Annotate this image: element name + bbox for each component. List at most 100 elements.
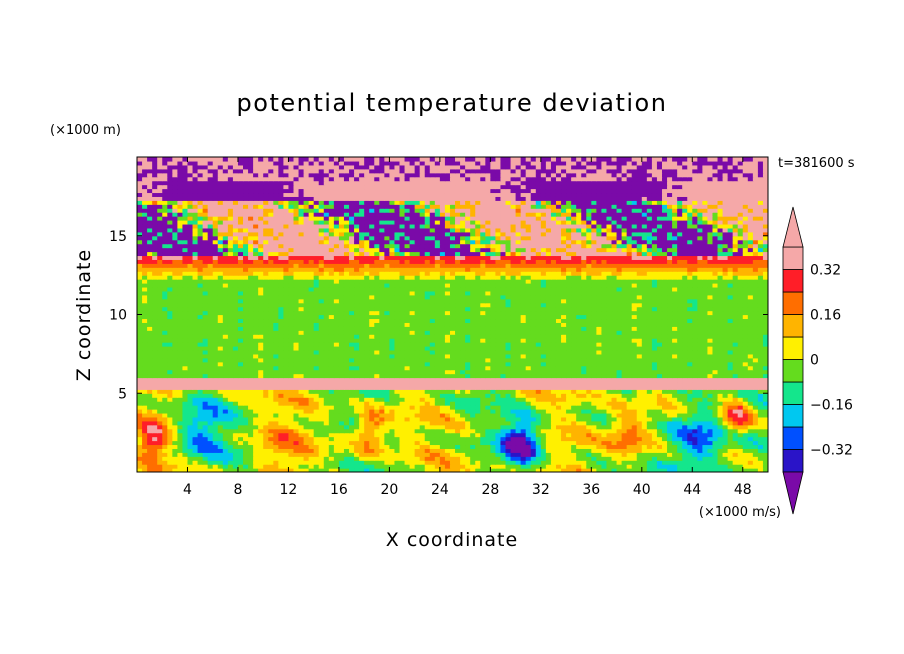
heatmap-cell — [172, 342, 178, 347]
heatmap-cell — [485, 389, 491, 394]
heatmap-cell — [288, 409, 295, 414]
heatmap-cell — [404, 464, 411, 469]
heatmap-cell — [434, 326, 441, 331]
heatmap-cell — [707, 397, 714, 402]
heatmap-cell — [495, 334, 502, 339]
heatmap-cell — [444, 349, 451, 355]
heatmap-cell — [364, 330, 370, 335]
heatmap-cell — [192, 385, 199, 390]
heatmap-cell — [596, 456, 603, 461]
heatmap-cell — [187, 361, 194, 367]
heatmap-cell — [217, 369, 224, 375]
heatmap-cell — [318, 322, 325, 327]
heatmap-cell — [222, 326, 229, 331]
heatmap-cell — [601, 322, 608, 327]
heatmap-cell — [525, 416, 532, 422]
heatmap-cell — [757, 412, 764, 418]
heatmap-cell — [253, 377, 259, 383]
heatmap-cell — [672, 389, 678, 394]
heatmap-cell — [424, 464, 431, 469]
heatmap-cell — [444, 409, 451, 414]
heatmap-cell — [566, 357, 572, 363]
heatmap-cell — [732, 381, 739, 386]
heatmap-cell — [656, 436, 663, 442]
heatmap-cell — [354, 385, 360, 390]
heatmap-cell — [429, 385, 436, 390]
heatmap-cell — [263, 330, 269, 335]
heatmap-cell — [682, 464, 688, 469]
heatmap-cell — [566, 444, 572, 449]
heatmap-cell — [505, 468, 512, 472]
heatmap-cell — [677, 468, 683, 472]
heatmap-cell — [137, 361, 143, 367]
heatmap-cell — [697, 314, 703, 320]
heatmap-cell — [515, 314, 522, 320]
heatmap-cell — [591, 377, 597, 383]
heatmap-cell — [606, 346, 613, 351]
heatmap-cell — [697, 444, 703, 449]
heatmap-cell — [460, 389, 466, 394]
heatmap-cell — [641, 326, 648, 331]
heatmap-cell — [283, 448, 290, 453]
heatmap-cell — [515, 464, 522, 469]
heatmap-cell — [248, 444, 254, 449]
heatmap-cell — [717, 393, 724, 398]
heatmap-cell — [656, 369, 663, 375]
heatmap-cell — [586, 420, 592, 426]
heatmap-cell — [752, 377, 759, 383]
heatmap-cell — [550, 436, 557, 442]
heatmap-cell — [389, 405, 396, 410]
heatmap-cell — [152, 342, 158, 347]
heatmap-cell — [328, 357, 335, 363]
heatmap-cell — [414, 416, 421, 422]
heatmap-cell — [581, 342, 587, 347]
heatmap-cell — [586, 349, 592, 355]
heatmap-cell — [677, 424, 683, 430]
heatmap-cell — [465, 416, 471, 422]
heatmap-cell — [535, 318, 542, 323]
heatmap-cell — [697, 432, 703, 438]
heatmap-cell — [530, 314, 537, 320]
heatmap-cell — [369, 405, 375, 410]
heatmap-cell — [520, 314, 527, 320]
heatmap-cell — [626, 464, 633, 469]
heatmap-cell — [576, 393, 582, 398]
heatmap-cell — [722, 353, 729, 359]
heatmap-cell — [217, 436, 224, 442]
heatmap-cell — [232, 412, 239, 418]
heatmap-cell — [298, 401, 305, 406]
heatmap-cell — [455, 326, 461, 331]
heatmap-cell — [187, 401, 194, 406]
heatmap-cell — [404, 436, 411, 442]
heatmap-cell — [197, 424, 204, 430]
heatmap-cell — [444, 330, 451, 335]
heatmap-cell — [757, 460, 764, 465]
heatmap-cell — [243, 452, 249, 457]
heatmap-cell — [258, 409, 264, 414]
heatmap-cell — [283, 409, 290, 414]
heatmap-cell — [702, 420, 709, 426]
heatmap-cell — [192, 424, 199, 430]
heatmap-cell — [197, 326, 204, 331]
heatmap-cell — [212, 346, 219, 351]
heatmap-cell — [429, 456, 436, 461]
heatmap-cell — [283, 365, 290, 371]
heatmap-cell — [500, 389, 507, 394]
heatmap-cell — [581, 385, 587, 390]
heatmap-cell — [248, 357, 254, 363]
heatmap-cell — [142, 314, 148, 320]
heatmap-cell — [490, 330, 497, 335]
heatmap-cell — [369, 428, 375, 434]
heatmap-cell — [323, 428, 330, 434]
heatmap-cell — [449, 357, 456, 363]
heatmap-cell — [349, 420, 355, 426]
heatmap-cell — [177, 389, 184, 394]
heatmap-cell — [384, 346, 390, 351]
heatmap-cell — [308, 330, 315, 335]
heatmap-cell — [303, 377, 310, 383]
heatmap-cell — [379, 342, 385, 347]
heatmap-cell — [591, 424, 597, 430]
heatmap-cell — [707, 338, 714, 343]
heatmap-cell — [656, 428, 663, 434]
heatmap-cell — [455, 369, 461, 375]
